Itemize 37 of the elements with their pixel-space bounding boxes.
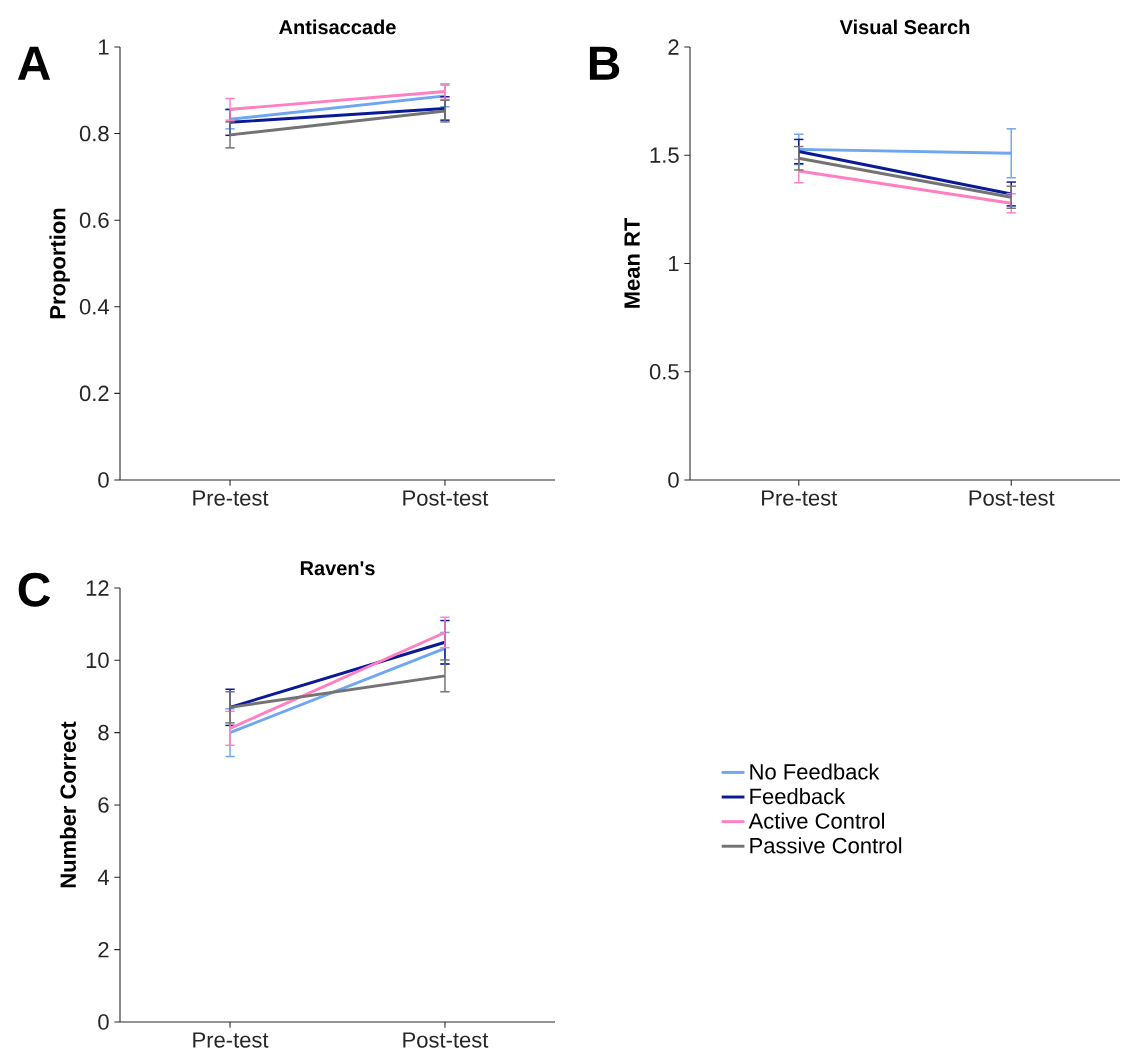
legend-label: Passive Control [750, 837, 902, 854]
x-tick-label: Post-test [969, 490, 1055, 506]
y-tick-label: 8 [98, 724, 109, 741]
y-tick-label: 0.8 [79, 125, 109, 142]
y-tick-label: 12 [86, 580, 109, 596]
text: A [17, 46, 51, 80]
y-tick-label: 2 [98, 941, 109, 958]
text: B [589, 46, 620, 80]
y-tick-label: 0 [668, 472, 679, 488]
x-tick-label: Pre-test [762, 490, 838, 506]
y-tick-label: 10 [86, 652, 109, 669]
y-tick-label: 4 [97, 869, 109, 885]
chart-title: Visual Search [839, 19, 970, 35]
y-tick-label: 1 [669, 255, 679, 272]
y-axis-title: Mean RT [624, 217, 640, 308]
y-tick-label: 2 [668, 39, 679, 55]
y-tick-label: 0.6 [79, 212, 109, 228]
x-tick-label: Pre-test [193, 1032, 269, 1048]
x-tick-label: Post-test [403, 490, 489, 506]
y-tick-label: 1 [99, 39, 109, 55]
chart-title: Raven's [300, 561, 375, 576]
x-tick-label: Post-test [403, 1032, 489, 1048]
chart-title: Antisaccade [279, 19, 396, 35]
y-tick-label: 6 [98, 797, 109, 813]
y-tick-label: 1.5 [650, 147, 679, 163]
x-tick-label: Pre-test [193, 490, 269, 506]
y-tick-label: 0.2 [79, 385, 109, 402]
y-tick-label: 0.4 [79, 298, 109, 315]
y-axis-title: Number Correct [59, 721, 76, 888]
y-tick-label: 0 [98, 1014, 109, 1030]
legend-label: No Feedback [750, 763, 880, 780]
legend-label: Feedback [750, 788, 846, 805]
legend-label: Active Control [748, 812, 885, 829]
y-axis-title: Proportion [49, 208, 70, 319]
y-tick-label: 0 [98, 472, 109, 488]
y-tick-label: 0.5 [649, 363, 679, 380]
text: C [18, 572, 51, 607]
